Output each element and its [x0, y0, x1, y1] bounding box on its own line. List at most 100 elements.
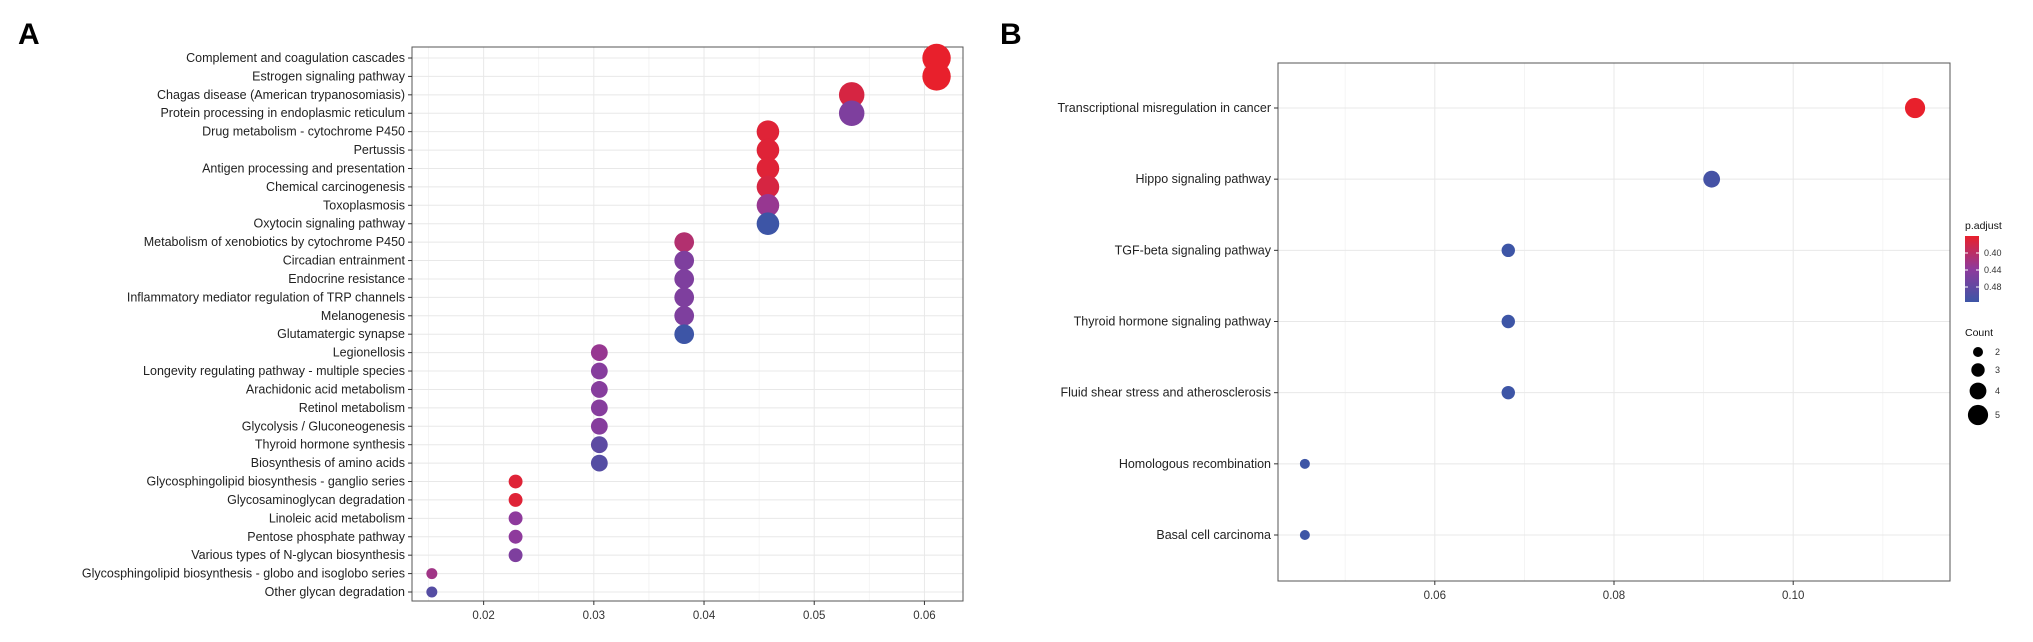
legend-size-label: 3	[1995, 365, 2000, 375]
point-pertussis	[756, 138, 780, 162]
y-tick-label-circadian-entrainment: Circadian entrainment	[283, 254, 406, 268]
y-tick-label-other-glycan-degradation: Other glycan degradation	[265, 585, 405, 599]
y-tick-label-complement-and-coagulation-cascades: Complement and coagulation cascades	[186, 51, 405, 65]
y-tick-label-glycosaminoglycan-degradation: Glycosaminoglycan degradation	[227, 493, 405, 507]
plot-frame	[411, 46, 964, 602]
y-tick-label-drug-metabolism-cytochrome-p450: Drug metabolism - cytochrome P450	[202, 125, 405, 139]
y-tick-label-tgf-beta-signaling-pathway: TGF-beta signaling pathway	[1115, 243, 1272, 257]
point-pentose-phosphate-pathway	[508, 529, 523, 544]
x-tick-label: 0.06	[913, 610, 935, 622]
legend-colorbar	[1965, 236, 1979, 302]
point-longevity-regulating-pathway-multiple-species	[590, 362, 608, 380]
point-tgf-beta-signaling-pathway	[1501, 243, 1515, 258]
point-chagas-disease-american-trypanosomiasis	[838, 82, 865, 108]
point-metabolism-of-xenobiotics-by-cytochrome-p450	[674, 232, 695, 252]
x-tick-label: 0.06	[1424, 590, 1446, 602]
point-oxytocin-signaling-pathway	[756, 212, 780, 236]
point-fluid-shear-stress-and-atherosclerosis	[1501, 385, 1515, 400]
legend-color-title: p.adjust	[1965, 220, 2002, 232]
y-tick-label-legionellosis: Legionellosis	[333, 346, 405, 360]
legend-size-title: Count	[1965, 327, 1993, 339]
point-endocrine-resistance	[674, 269, 695, 289]
y-tick-label-toxoplasmosis: Toxoplasmosis	[323, 198, 405, 212]
point-hippo-signaling-pathway	[1703, 170, 1721, 188]
y-tick-label-glycosphingolipid-biosynthesis-ganglio-series: Glycosphingolipid biosynthesis - ganglio…	[147, 475, 405, 489]
y-tick-label-hippo-signaling-pathway: Hippo signaling pathway	[1135, 172, 1271, 186]
legend-size-label: 5	[1995, 410, 2000, 420]
point-thyroid-hormone-signaling-pathway	[1501, 314, 1515, 329]
y-tick-label-pertussis: Pertussis	[354, 143, 405, 157]
y-tick-label-fluid-shear-stress-and-atherosclerosis: Fluid shear stress and atherosclerosis	[1060, 386, 1271, 400]
legend-size-dot	[1969, 382, 1987, 400]
x-tick-label: 0.03	[583, 610, 605, 622]
point-homologous-recombination	[1299, 458, 1310, 469]
point-circadian-entrainment	[674, 250, 695, 271]
point-glycosphingolipid-biosynthesis-globo-and-isoglobo-series	[426, 568, 438, 580]
panel-a-label: A	[18, 18, 40, 51]
y-tick-label-arachidonic-acid-metabolism: Arachidonic acid metabolism	[246, 382, 405, 396]
y-tick-label-chemical-carcinogenesis: Chemical carcinogenesis	[266, 180, 405, 194]
point-inflammatory-mediator-regulation-of-trp-channels	[674, 287, 695, 308]
x-tick-label: 0.02	[472, 610, 494, 622]
legend-color-label: 0.40	[1984, 248, 2002, 258]
y-tick-label-melanogenesis: Melanogenesis	[321, 309, 405, 323]
x-tick-label: 0.04	[693, 610, 716, 622]
y-tick-label-transcriptional-misregulation-in-cancer: Transcriptional misregulation in cancer	[1057, 101, 1271, 115]
y-tick-label-homologous-recombination: Homologous recombination	[1119, 457, 1271, 471]
point-estrogen-signaling-pathway	[922, 62, 951, 91]
y-tick-label-thyroid-hormone-signaling-pathway: Thyroid hormone signaling pathway	[1074, 315, 1272, 329]
y-tick-label-oxytocin-signaling-pathway: Oxytocin signaling pathway	[254, 217, 406, 231]
y-tick-label-glycolysis-gluconeogenesis: Glycolysis / Gluconeogenesis	[242, 419, 405, 433]
point-glutamatergic-synapse	[674, 324, 695, 345]
point-arachidonic-acid-metabolism	[590, 381, 608, 398]
legend-color-label: 0.44	[1984, 265, 2002, 275]
point-chemical-carcinogenesis	[756, 175, 780, 199]
y-tick-label-pentose-phosphate-pathway: Pentose phosphate pathway	[247, 530, 406, 544]
panel-b-label: B	[1000, 18, 1022, 51]
y-tick-label-linoleic-acid-metabolism: Linoleic acid metabolism	[269, 511, 405, 525]
y-tick-label-metabolism-of-xenobiotics-by-cytochrome-p450: Metabolism of xenobiotics by cytochrome …	[144, 235, 405, 249]
point-thyroid-hormone-synthesis	[590, 436, 608, 454]
point-legionellosis	[590, 344, 608, 362]
point-glycosaminoglycan-degradation	[508, 492, 523, 507]
y-tick-label-biosynthesis-of-amino-acids: Biosynthesis of amino acids	[251, 456, 405, 470]
y-tick-label-endocrine-resistance: Endocrine resistance	[288, 272, 405, 286]
point-biosynthesis-of-amino-acids	[590, 454, 608, 472]
y-tick-label-glutamatergic-synapse: Glutamatergic synapse	[277, 327, 405, 341]
y-tick-label-longevity-regulating-pathway-multiple-species: Longevity regulating pathway - multiple …	[143, 364, 405, 378]
legend-size-label: 2	[1995, 347, 2000, 357]
panel-a-plot: Complement and coagulation cascades Estro…	[82, 43, 964, 622]
y-tick-label-thyroid-hormone-synthesis: Thyroid hormone synthesis	[255, 438, 405, 452]
point-antigen-processing-and-presentation	[756, 157, 780, 180]
y-tick-label-antigen-processing-and-presentation: Antigen processing and presentation	[202, 161, 405, 175]
y-tick-label-inflammatory-mediator-regulation-of-trp-channels: Inflammatory mediator regulation of TRP …	[127, 290, 405, 304]
y-tick-label-protein-processing-in-endoplasmic-reticulum: Protein processing in endoplasmic reticu…	[160, 106, 405, 120]
point-glycosphingolipid-biosynthesis-ganglio-series	[508, 474, 523, 489]
point-retinol-metabolism	[590, 399, 608, 417]
y-tick-label-chagas-disease-american-trypanosomiasis: Chagas disease (American trypanosomiasis…	[157, 88, 405, 102]
y-tick-label-estrogen-signaling-pathway: Estrogen signaling pathway	[252, 69, 406, 83]
legend-size-dot	[1973, 347, 1983, 357]
panel-b-plot: Transcriptional misregulation in cancer H…	[1057, 62, 1951, 602]
y-tick-label-various-types-of-n-glycan-biosynthesis: Various types of N-glycan biosynthesis	[191, 548, 405, 562]
point-transcriptional-misregulation-in-cancer	[1904, 97, 1926, 119]
x-tick-label: 0.05	[803, 610, 825, 622]
point-melanogenesis	[674, 305, 695, 326]
point-various-types-of-n-glycan-biosynthesis	[508, 548, 523, 563]
point-basal-cell-carcinoma	[1299, 530, 1310, 540]
point-glycolysis-gluconeogenesis	[590, 417, 608, 435]
y-tick-label-retinol-metabolism: Retinol metabolism	[299, 401, 405, 415]
legend-color-label: 0.48	[1984, 282, 2002, 292]
point-other-glycan-degradation	[426, 586, 438, 598]
point-linoleic-acid-metabolism	[508, 511, 523, 526]
y-tick-label-basal-cell-carcinoma: Basal cell carcinoma	[1156, 528, 1271, 542]
legend-size-dot	[1967, 404, 1989, 426]
point-protein-processing-in-endoplasmic-reticulum	[838, 100, 865, 126]
point-toxoplasmosis	[756, 194, 780, 217]
point-drug-metabolism-cytochrome-p450	[756, 120, 780, 143]
legend-size-dot	[1971, 363, 1985, 377]
y-tick-label-glycosphingolipid-biosynthesis-globo-and-isoglobo-series: Glycosphingolipid biosynthesis - globo a…	[82, 567, 405, 581]
legend-size-label: 4	[1995, 386, 2000, 396]
